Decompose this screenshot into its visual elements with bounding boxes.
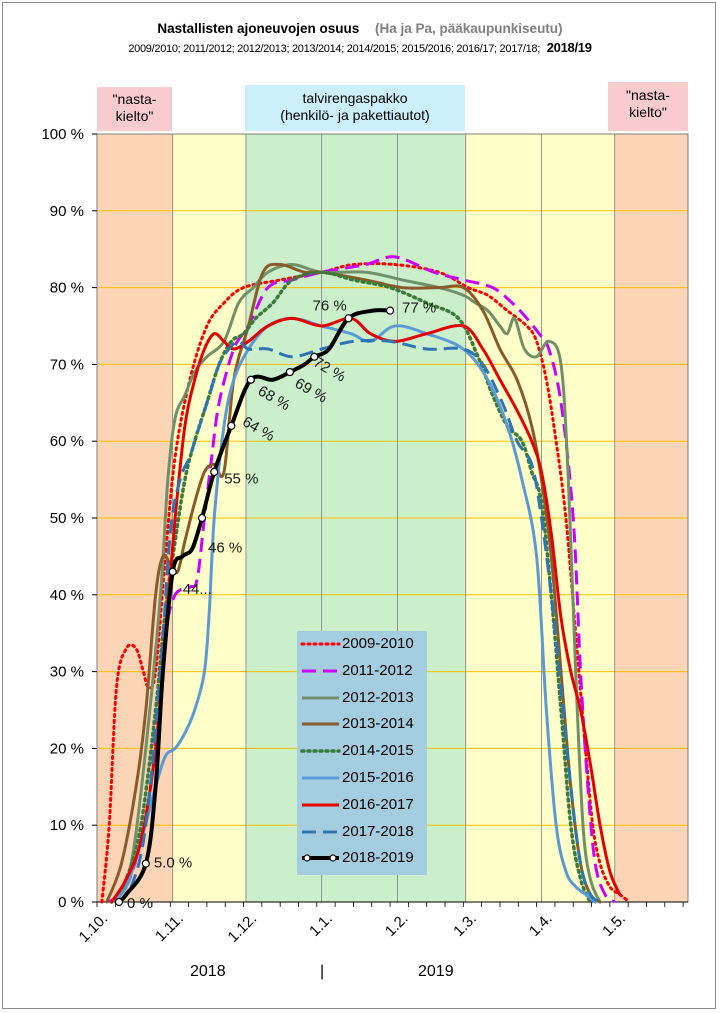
data-label: 76 % xyxy=(313,297,347,314)
y-tick-label: 10 % xyxy=(50,817,84,834)
legend-item: 2018-2019 xyxy=(297,846,427,873)
ban-right-line1: "nasta- xyxy=(626,87,670,103)
legend-item: 2015-2016 xyxy=(297,766,427,793)
legend-item: 2016-2017 xyxy=(297,793,427,820)
current-season: 2018/19 xyxy=(546,40,592,55)
legend-label: 2014-2015 xyxy=(342,742,414,760)
seasons-list: 2009/2010; 2011/2012; 2012/2013; 2013/20… xyxy=(128,43,540,55)
legend-swatch xyxy=(302,830,339,834)
ban-left-line1: "nasta- xyxy=(112,91,157,107)
y-tick-label: 90 % xyxy=(50,203,84,220)
y-tick-label: 100 % xyxy=(41,126,84,143)
legend-label: 2012-2013 xyxy=(342,688,414,706)
legend-item: 2011-2012 xyxy=(297,659,427,686)
y-tick-label: 30 % xyxy=(50,664,84,681)
ban-label-left: "nasta- kielto" xyxy=(97,87,172,131)
data-label: 77 % xyxy=(402,300,436,317)
series-point-2018-2019 xyxy=(227,421,236,430)
x-tick-label: 1.3. xyxy=(450,910,480,940)
x-tick-label: 1.4. xyxy=(526,910,556,940)
legend: 2009-2010 2011-2012 2012-2013 2013-2014 2014… xyxy=(297,631,427,875)
year-separator: | xyxy=(320,963,325,980)
legend-swatch xyxy=(302,696,339,700)
x-tick-label: 1.5. xyxy=(599,910,629,940)
legend-swatch xyxy=(300,749,341,753)
series-point-2018-2019 xyxy=(285,367,295,377)
x-tick-label: 1.12. xyxy=(225,910,261,946)
y-tick-label: 80 % xyxy=(50,280,84,297)
y-tick-label: 0 % xyxy=(58,894,84,911)
legend-label: 2016-2017 xyxy=(342,795,414,813)
series-point-2018-2019 xyxy=(141,859,150,868)
legend-label: 2018-2019 xyxy=(342,849,414,867)
data-label: 0 % xyxy=(127,895,153,912)
legend-label: 2015-2016 xyxy=(342,769,414,786)
series-point-2018-2019 xyxy=(246,375,255,384)
legend-swatch xyxy=(302,722,339,726)
legend-swatch xyxy=(302,669,339,673)
legend-label: 2017-2018 xyxy=(342,822,414,840)
chart-title-row: Nastallisten ajoneuvojen osuus (Ha ja Pa… xyxy=(0,21,720,36)
legend-marker xyxy=(303,854,311,862)
series-point-2018-2019 xyxy=(114,897,124,907)
x-tick-label: 1.2. xyxy=(382,910,412,940)
legend-marker xyxy=(329,854,337,862)
data-label: 55 % xyxy=(224,471,258,488)
year-right: 2019 xyxy=(418,963,454,980)
winter-law-line2: (henkilö- ja pakettiautot) xyxy=(280,107,430,123)
legend-label: 2011-2012 xyxy=(342,661,413,679)
y-tick-label: 50 % xyxy=(50,510,84,527)
chart-title: Nastallisten ajoneuvojen osuus xyxy=(157,21,360,36)
series-point-2018-2019 xyxy=(385,306,395,315)
ban-left-line2: kielto" xyxy=(115,108,154,124)
seasons-row: 2009/2010; 2011/2012; 2012/2013; 2013/20… xyxy=(0,40,720,55)
legend-swatch xyxy=(302,854,339,862)
y-tick-label: 40 % xyxy=(50,587,84,604)
data-label: 5.0 % xyxy=(154,855,192,872)
data-label: 44... xyxy=(183,581,212,598)
ban-right-line2: kielto" xyxy=(629,104,667,120)
series-line-2017-2018 xyxy=(115,338,602,904)
x-tick-label: 1.1. xyxy=(306,910,336,940)
y-tick-label: 70 % xyxy=(50,356,84,373)
ban-label-right: "nasta- kielto" xyxy=(608,82,688,131)
data-label: 46 % xyxy=(208,540,242,557)
y-tick-label: 60 % xyxy=(50,433,84,450)
series-point-2018-2019 xyxy=(344,314,353,323)
x-tick-label: 1.10. xyxy=(76,910,112,946)
legend-item: 2017-2018 xyxy=(297,820,427,847)
winter-law-label: talvirengaspakko (henkilö- ja pakettiaut… xyxy=(245,85,465,131)
legend-item: 2014-2015 xyxy=(297,739,427,766)
year-left: 2018 xyxy=(190,963,226,980)
legend-label: 2009-2010 xyxy=(342,635,414,652)
x-tick-label: 1.11. xyxy=(152,910,187,945)
legend-swatch xyxy=(302,803,339,807)
legend-item: 2013-2014 xyxy=(297,712,427,739)
winter-law-line1: talvirengaspakko xyxy=(302,90,408,106)
series-point-2018-2019 xyxy=(310,352,319,361)
series-point-2018-2019 xyxy=(168,567,177,576)
legend-swatch xyxy=(302,776,339,780)
series-point-2018-2019 xyxy=(197,513,207,523)
legend-item: 2009-2010 xyxy=(297,632,427,659)
series-line-2013-2014 xyxy=(105,262,602,904)
y-tick-label: 20 % xyxy=(50,740,84,757)
legend-item: 2012-2013 xyxy=(297,686,427,713)
series-line-2012-2013 xyxy=(115,263,602,904)
legend-swatch xyxy=(300,642,341,646)
legend-label: 2013-2014 xyxy=(342,715,414,733)
series-point-2018-2019 xyxy=(210,467,219,477)
chart-subtitle: (Ha ja Pa, pääkaupunkiseutu) xyxy=(375,21,563,36)
